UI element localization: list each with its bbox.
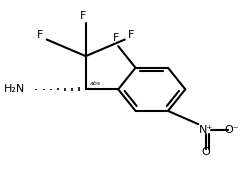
Text: O: O	[201, 147, 210, 157]
Text: O⁻: O⁻	[225, 125, 239, 135]
Text: H₂N: H₂N	[4, 84, 25, 94]
Text: F: F	[80, 11, 87, 21]
Text: N⁺: N⁺	[199, 125, 213, 135]
Text: abs: abs	[90, 81, 101, 86]
Text: F: F	[113, 33, 119, 43]
Text: F: F	[37, 30, 43, 40]
Text: F: F	[128, 30, 134, 40]
